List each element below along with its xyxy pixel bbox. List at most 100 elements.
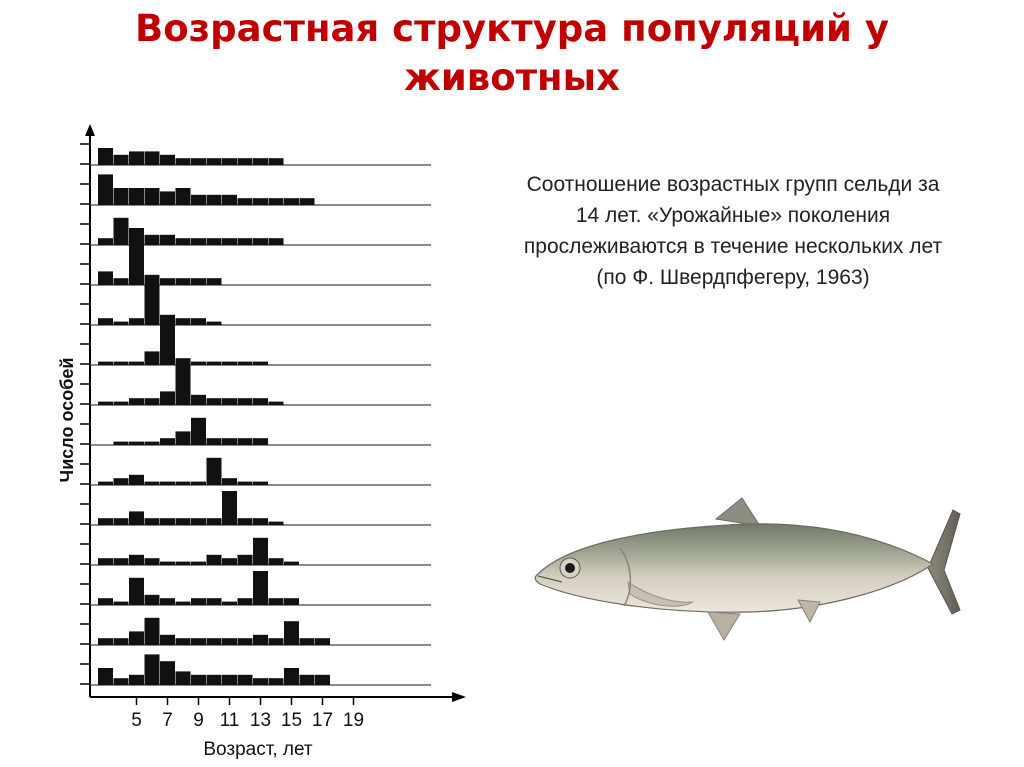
histogram-bar xyxy=(206,638,222,645)
histogram-bar xyxy=(253,238,268,245)
histogram-bar xyxy=(222,478,237,485)
histogram-bar xyxy=(222,491,237,525)
histogram-bar xyxy=(253,198,268,205)
histogram-bar xyxy=(144,441,160,445)
histogram-bar xyxy=(253,438,268,445)
y-axis-title: Число особей xyxy=(57,358,77,483)
histogram-bar xyxy=(284,198,299,205)
histogram-bar xyxy=(284,561,299,565)
histogram-bar xyxy=(253,481,268,485)
histogram-bar xyxy=(129,228,144,245)
x-axis-ticks: 5 7 9 11 13 15 17 19 xyxy=(131,697,364,731)
caption-line-2: 14 лет. «Урожайные» поколения xyxy=(575,204,891,227)
histogram-bar xyxy=(237,674,253,685)
histogram-bar xyxy=(284,598,299,605)
histogram-bar xyxy=(206,518,222,525)
histogram-bar xyxy=(315,638,330,645)
histogram-bar xyxy=(222,638,237,645)
histogram-bar xyxy=(113,321,129,325)
histogram-bar xyxy=(222,558,237,565)
histogram-bar xyxy=(268,558,284,565)
chart-row xyxy=(90,457,431,486)
histogram-bar xyxy=(175,364,191,405)
histogram-bar xyxy=(191,674,206,685)
histogram-bar xyxy=(253,158,268,165)
chart-row xyxy=(90,537,431,566)
histogram-bar xyxy=(237,238,253,245)
histogram-bar xyxy=(191,598,206,605)
histogram-bar xyxy=(160,481,175,485)
histogram-bar xyxy=(191,278,206,285)
histogram-bar xyxy=(222,601,237,605)
histogram-bar xyxy=(129,188,144,205)
histogram-bar xyxy=(144,351,160,365)
histogram-bar xyxy=(144,617,160,645)
histogram-bar xyxy=(237,438,253,445)
histogram-bar xyxy=(222,238,237,245)
histogram-bar xyxy=(144,518,160,525)
chart-axes xyxy=(85,124,466,702)
histogram-bar xyxy=(191,318,206,325)
histogram-bar xyxy=(129,441,144,445)
histogram-bar xyxy=(222,158,237,165)
histogram-bar xyxy=(191,417,206,445)
histogram-bar xyxy=(268,678,284,685)
chart-row xyxy=(90,324,431,366)
histogram-bar xyxy=(98,598,113,605)
x-tick-label: 15 xyxy=(281,710,302,731)
histogram-bar xyxy=(237,158,253,165)
histogram-bar xyxy=(129,398,144,405)
y-axis-ticks xyxy=(80,143,90,685)
histogram-bar xyxy=(160,634,175,645)
histogram-bar xyxy=(113,401,129,405)
histogram-bar xyxy=(98,668,113,685)
histogram-bar xyxy=(206,278,222,285)
histogram-bar xyxy=(144,654,160,685)
histogram-bar xyxy=(144,558,160,565)
histogram-bar xyxy=(160,518,175,525)
histogram-bar xyxy=(144,151,160,165)
chart-row xyxy=(90,280,431,326)
chart-rows xyxy=(90,148,431,686)
histogram-bar xyxy=(113,558,129,565)
histogram-bar xyxy=(160,278,175,285)
histogram-bar xyxy=(237,198,253,205)
histogram-bar xyxy=(144,594,160,605)
histogram-bar xyxy=(222,438,237,445)
histogram-bar xyxy=(222,361,237,365)
histogram-bar xyxy=(113,217,129,245)
histogram-bar xyxy=(175,238,191,245)
histogram-bar xyxy=(191,238,206,245)
histogram-bar xyxy=(268,158,284,165)
caption-line-3: прослеживаются в течение нескольких лет xyxy=(523,235,943,258)
histogram-bar xyxy=(253,398,268,405)
histogram-bar xyxy=(253,537,268,565)
histogram-bar xyxy=(206,554,222,565)
chart-row xyxy=(90,654,431,686)
histogram-bar xyxy=(237,554,253,565)
x-axis-arrowhead xyxy=(452,692,466,702)
histogram-bar xyxy=(284,668,299,685)
histogram-bar xyxy=(237,518,253,525)
histogram-bar xyxy=(299,638,315,645)
histogram-bar xyxy=(129,511,144,525)
y-axis-arrowhead xyxy=(85,124,95,136)
histogram-bar xyxy=(129,631,144,645)
histogram-bar xyxy=(299,198,315,205)
histogram-bar xyxy=(253,518,268,525)
histogram-bar xyxy=(175,158,191,165)
histogram-bar xyxy=(237,638,253,645)
histogram-bar xyxy=(98,638,113,645)
histogram-bar xyxy=(206,361,222,365)
histogram-bar xyxy=(113,154,129,165)
histogram-bar xyxy=(268,521,284,525)
histogram-bar xyxy=(175,601,191,605)
histogram-bar xyxy=(206,194,222,205)
histogram-bar xyxy=(113,678,129,685)
x-tick-label: 17 xyxy=(312,710,333,731)
histogram-bar xyxy=(175,518,191,525)
histogram-bar xyxy=(160,154,175,165)
histogram-bar xyxy=(175,481,191,485)
histogram-bar xyxy=(175,561,191,565)
histogram-bar xyxy=(175,188,191,205)
